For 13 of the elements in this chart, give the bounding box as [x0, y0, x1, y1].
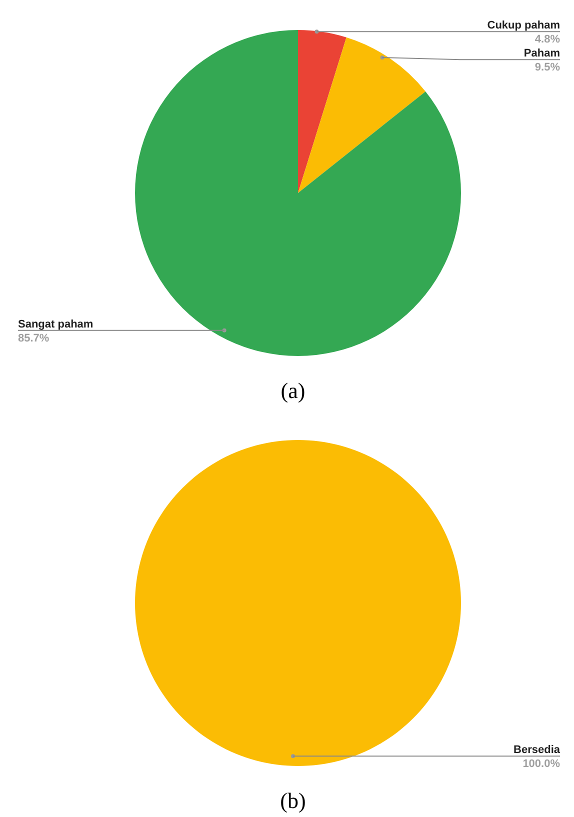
data-label: 85.7% [18, 332, 50, 344]
pie-slice [298, 37, 426, 193]
text: (b) [279, 788, 307, 814]
slice-label: Paham [524, 48, 560, 60]
slice-label: Sangat paham [18, 318, 94, 330]
pie-slice [298, 30, 346, 193]
data-label: 100.0% [522, 758, 560, 770]
data-label: 9.5% [534, 62, 560, 74]
pie-slice [135, 30, 461, 356]
data-label: 4.8% [534, 34, 560, 46]
text: (a) [280, 378, 306, 404]
slice-label: Cukup paham [487, 20, 560, 32]
slice-label: Bersedia [514, 744, 561, 756]
